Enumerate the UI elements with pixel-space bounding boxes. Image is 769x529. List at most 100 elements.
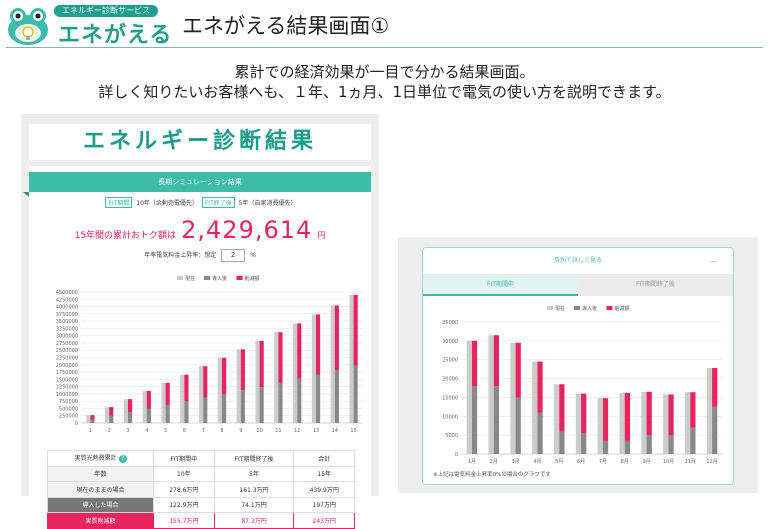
bar-after xyxy=(259,387,264,423)
bar-after xyxy=(146,408,151,423)
legend-swatch xyxy=(177,276,183,280)
fit-end-tag: FIT終了後 xyxy=(201,197,235,208)
table-row: 実質削減額 155.7万円 87.3万円 243万円 xyxy=(46,512,355,529)
x-tick-label: 13 xyxy=(313,428,319,434)
long-term-simulation-panel: 長期シミュレーション結果 FIT期間 10年（余剰売電優先） FIT終了後 5年… xyxy=(23,166,371,529)
bar-current xyxy=(510,342,516,454)
bar-saving xyxy=(353,294,358,366)
rate-row: 年率電気料金上昇率：想定 2 % xyxy=(29,249,371,262)
monthly-detail-header[interactable]: 月別で詳しく見る xyxy=(553,257,602,264)
bar-after xyxy=(128,412,133,423)
saving-value: 2,429,614 xyxy=(181,216,313,244)
legend-swatch xyxy=(204,276,210,280)
y-tick-label: 10000 xyxy=(442,414,458,420)
legend-swatch xyxy=(606,306,613,310)
intro-line-1: 累計での経済効果が一目で分かる結果画面。 xyxy=(234,63,535,81)
bar-after xyxy=(537,412,543,454)
legend-label: 現在 xyxy=(555,305,565,312)
y-tick-label: 4000000 xyxy=(56,305,78,311)
bar-saving xyxy=(203,366,208,398)
x-tick-label: 10月 xyxy=(663,459,674,465)
intro-text: 累計での経済効果が一目で分かる結果画面。 詳しく知りたいお客様へも、１年、1ヵ月… xyxy=(0,62,769,102)
bar-saving xyxy=(537,361,543,413)
period-tabs: FIT期間中 FIT期間終了後 xyxy=(423,274,733,296)
x-tick-label: 1 xyxy=(89,428,92,434)
legend-label: 導入後 xyxy=(582,305,597,312)
x-tick-label: 12 xyxy=(294,428,300,434)
x-tick-label: 7 xyxy=(202,428,205,434)
bar-after xyxy=(222,394,227,423)
y-tick-label: 3000000 xyxy=(56,334,78,340)
bar-current xyxy=(142,390,147,423)
bar-after xyxy=(240,390,245,423)
bar-saving xyxy=(581,393,587,434)
x-tick-label: 3 xyxy=(126,428,129,434)
x-tick-label: 11月 xyxy=(685,459,696,465)
table-header-cell: FIT期間中 xyxy=(153,450,215,467)
bar-current xyxy=(311,314,316,423)
bar-current xyxy=(619,392,625,454)
y-tick-label: 4250000 xyxy=(56,297,78,303)
y-tick-label: 3500000 xyxy=(56,319,78,325)
bar-after xyxy=(184,401,189,423)
x-tick-label: 2 xyxy=(108,428,111,434)
table-cell: 87.3万円 xyxy=(213,512,295,529)
bar-current xyxy=(685,392,691,454)
bar-saving xyxy=(222,357,227,395)
y-tick-label: 3250000 xyxy=(56,326,78,332)
bar-saving xyxy=(624,392,630,441)
tab-fit-period[interactable]: FIT期間中 xyxy=(423,274,578,296)
bar-saving xyxy=(559,384,565,432)
saving-label: 15年間の累計おトク額は xyxy=(74,231,177,241)
header-divider xyxy=(6,47,763,48)
x-tick-label: 5月 xyxy=(555,459,563,465)
logo-name: エネがえる xyxy=(58,23,173,48)
x-tick-label: 7月 xyxy=(599,459,607,465)
bar-saving xyxy=(515,342,521,398)
bar-after xyxy=(109,415,114,423)
x-tick-label: 4月 xyxy=(533,459,541,465)
monthly-detail-card: 月別で詳しく見る — FIT期間中 FIT期間終了後 現在 導入後 削減額 0 5000… xyxy=(422,247,734,485)
bar-after xyxy=(690,427,696,454)
x-tick-label: 12月 xyxy=(706,459,717,465)
table-header-cell: 実質光熱費累計 ? xyxy=(46,450,155,467)
bar-after xyxy=(471,386,478,454)
bar-saving xyxy=(668,394,674,436)
table-row: 導入した場合 122.9万円 74.1万円 197万円 xyxy=(46,496,355,513)
rate-label: 年率電気料金上昇率：想定 xyxy=(144,252,217,259)
bar-current xyxy=(180,374,185,423)
bar-current xyxy=(641,391,647,454)
logo[interactable]: エネルギー診断サービス エネがえる xyxy=(6,2,176,48)
x-tick-label: 9 xyxy=(239,428,242,434)
table-cell: 122.9万円 xyxy=(153,496,215,513)
row-label: 年数 xyxy=(46,465,155,482)
bar-saving xyxy=(712,368,718,407)
bar-current xyxy=(349,294,354,423)
row-label: 導入した場合 xyxy=(46,496,155,513)
fit-period-text: 10年（余剰売電優先） xyxy=(136,200,198,207)
band-ribbon-corner xyxy=(23,192,29,197)
bar-saving xyxy=(109,407,114,416)
bar-after xyxy=(624,440,630,454)
table-cell: 74.1万円 xyxy=(213,496,295,513)
y-tick-label: 35000 xyxy=(442,320,458,326)
bar-current xyxy=(466,340,472,454)
legend-swatch xyxy=(547,306,553,310)
rate-input[interactable]: 2 xyxy=(221,249,246,262)
diagnosis-title: エネルギー診断結果 xyxy=(29,124,371,160)
y-tick-label: 4500000 xyxy=(56,290,78,296)
bar-saving xyxy=(165,382,170,405)
row-label: 現在のままの場合 xyxy=(46,481,155,498)
bar-current xyxy=(293,323,298,423)
cumulative-cost-chart: 現在 導入後 削減額02500005000007500001000000125000… xyxy=(56,275,363,434)
y-tick-label: 1500000 xyxy=(56,377,78,383)
bar-saving xyxy=(602,398,609,441)
tab-fit-ended[interactable]: FIT期間終了後 xyxy=(578,274,733,296)
chart-note: ※上記は電気料金上昇率0%の場合のグラフです xyxy=(433,472,551,478)
bar-current xyxy=(274,332,279,423)
help-icon[interactable]: ? xyxy=(118,455,127,464)
collapse-icon[interactable]: — xyxy=(710,257,717,265)
result-screenshot-right: 月別で詳しく見る — FIT期間中 FIT期間終了後 現在 導入後 削減額 0 5000… xyxy=(398,237,758,493)
bar-current xyxy=(217,357,222,423)
bar-after xyxy=(668,435,674,454)
